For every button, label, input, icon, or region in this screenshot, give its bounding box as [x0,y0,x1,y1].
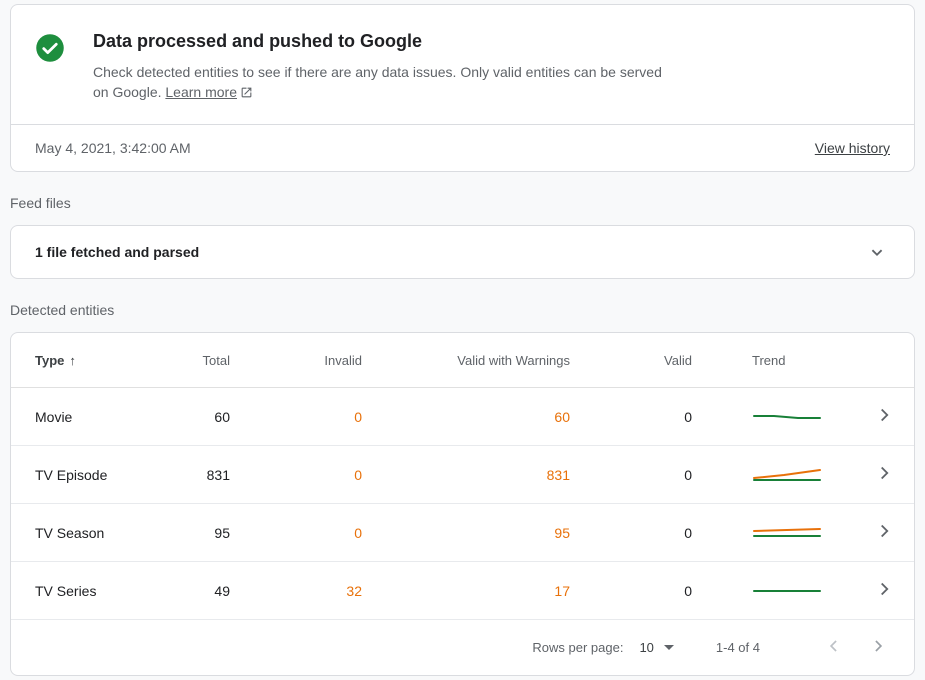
sort-ascending-icon: ↑ [69,353,76,368]
entity-valid: 0 [570,503,692,562]
status-title: Data processed and pushed to Google [93,31,423,51]
status-description: Check detected entities to see if there … [93,62,673,102]
table-row[interactable]: TV Series 49 32 17 0 [11,561,914,620]
row-detail-button[interactable] [854,445,914,504]
status-description-text: Check detected entities to see if there … [93,64,662,100]
table-row[interactable]: Movie 60 0 60 0 [11,387,914,446]
column-header-valid-with-warnings[interactable]: Valid with Warnings [362,333,570,388]
entity-valid-with-warnings: 95 [362,503,570,562]
chevron-right-icon [875,640,883,652]
trend-sparkline [692,561,854,620]
entity-invalid: 32 [230,561,362,620]
chevron-left-icon [829,640,837,652]
trend-sparkline [692,503,854,562]
entity-valid: 0 [570,561,692,620]
table-row[interactable]: TV Episode 831 0 831 0 [11,445,914,504]
entity-total: 95 [181,503,230,562]
rows-per-page-select[interactable]: 10 [639,640,674,655]
column-header-trend: Trend [692,333,854,388]
table-header-row: Type ↑ Total Invalid Valid with Warnings … [11,333,914,388]
row-detail-button[interactable] [854,503,914,562]
entity-invalid: 0 [230,445,362,504]
entity-valid-with-warnings: 60 [362,387,570,446]
detected-entities-table-card: Type ↑ Total Invalid Valid with Warnings … [10,332,915,676]
entity-total: 49 [181,561,230,620]
detected-entities-section-label: Detected entities [10,302,115,318]
entity-total: 831 [181,445,230,504]
feed-files-section-label: Feed files [10,195,71,211]
feed-files-expander[interactable]: 1 file fetched and parsed [10,225,915,279]
pagination-range: 1-4 of 4 [715,640,760,655]
chevron-right-icon [881,466,889,480]
rows-per-page-label: Rows per page: [532,640,624,655]
next-page-button[interactable] [868,636,888,659]
learn-more-link[interactable]: Learn more [165,84,253,100]
external-link-icon [241,87,252,98]
table-row[interactable]: TV Season 95 0 95 0 [11,503,914,562]
row-detail-button[interactable] [854,561,914,620]
entity-invalid: 0 [230,503,362,562]
entity-valid: 0 [570,387,692,446]
column-header-type[interactable]: Type ↑ [11,333,181,388]
entity-valid-with-warnings: 17 [362,561,570,620]
column-header-valid[interactable]: Valid [570,333,692,388]
entity-type: TV Series [11,561,181,620]
pagination: Rows per page: 10 1-4 of 4 [11,620,914,675]
chevron-down-icon [871,249,883,257]
dropdown-arrow-icon [663,645,674,650]
entity-type: TV Season [11,503,181,562]
entity-type: Movie [11,387,181,446]
trend-sparkline [692,445,854,504]
entity-valid: 0 [570,445,692,504]
row-detail-button[interactable] [854,387,914,446]
entity-total: 60 [181,387,230,446]
entity-invalid: 0 [230,387,362,446]
detected-entities-table: Type ↑ Total Invalid Valid with Warnings … [11,333,914,620]
status-card: Data processed and pushed to Google Chec… [10,4,915,172]
entity-type: TV Episode [11,445,181,504]
chevron-right-icon [881,524,889,538]
feed-files-summary: 1 file fetched and parsed [35,244,200,260]
last-processed-timestamp: May 4, 2021, 3:42:00 AM [35,140,191,156]
previous-page-button[interactable] [824,636,844,659]
chevron-right-icon [881,408,889,422]
trend-sparkline [692,387,854,446]
chevron-right-icon [881,582,889,596]
success-check-icon [36,34,64,62]
column-header-total[interactable]: Total [181,333,230,388]
column-header-invalid[interactable]: Invalid [230,333,362,388]
entity-valid-with-warnings: 831 [362,445,570,504]
view-history-link[interactable]: View history [814,140,890,156]
column-header-actions [854,333,914,388]
rows-per-page-value: 10 [639,640,654,655]
